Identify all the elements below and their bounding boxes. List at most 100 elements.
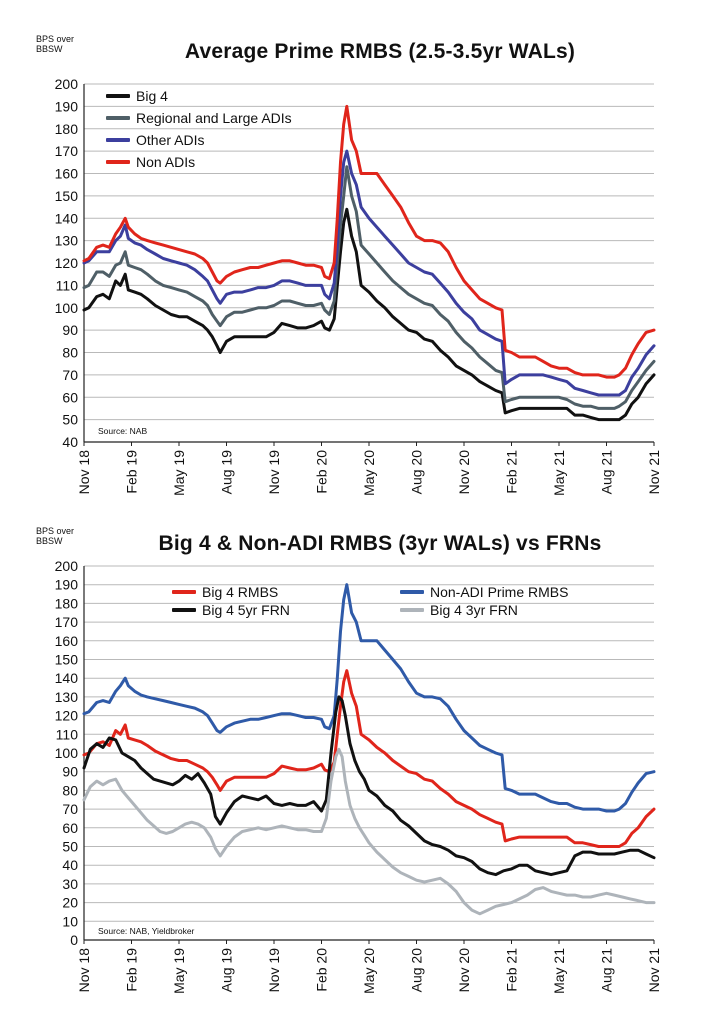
legend-swatch xyxy=(106,160,130,164)
series-line xyxy=(82,207,656,422)
legend-swatch xyxy=(106,116,130,120)
legend-item: Big 4 xyxy=(106,88,168,104)
x-tick-label: Nov 18 xyxy=(76,450,92,495)
y-tick-label: 100 xyxy=(55,745,79,761)
y-tick-label: 200 xyxy=(55,558,79,574)
y-tick-label: 110 xyxy=(56,277,79,293)
y-tick-label: 130 xyxy=(55,689,79,705)
y-tick-label: 0 xyxy=(70,932,78,948)
y-tick-label: 50 xyxy=(62,839,78,855)
x-tick-label: Nov 20 xyxy=(456,948,472,993)
y-tick-label: 160 xyxy=(55,633,79,649)
source-note: Source: NAB, Yieldbroker xyxy=(96,926,197,936)
legend-label: Non-ADI Prime RMBS xyxy=(430,584,569,600)
y-tick-label: 90 xyxy=(62,322,78,338)
x-tick-label: Feb 20 xyxy=(314,450,330,494)
series-line xyxy=(82,695,656,877)
y-tick-label: 150 xyxy=(55,188,79,204)
legend-item: Regional and Large ADIs xyxy=(106,110,292,126)
x-tick-label: Aug 21 xyxy=(599,450,615,495)
y-tick-label: 200 xyxy=(55,76,79,92)
legend-label: Big 4 xyxy=(136,88,168,104)
chart-title: Average Prime RMBS (2.5-3.5yr WALs) xyxy=(184,40,576,63)
legend-swatch xyxy=(106,94,130,98)
x-tick-label: Nov 19 xyxy=(266,450,282,495)
x-tick-label: May 19 xyxy=(171,948,187,994)
y-tick-label: 150 xyxy=(55,652,79,668)
y-tick-label: 70 xyxy=(62,801,78,817)
x-tick-label: Feb 20 xyxy=(314,948,330,992)
legend-item: Non ADIs xyxy=(106,154,195,170)
series-line xyxy=(82,149,656,397)
legend-label: Other ADIs xyxy=(136,132,205,148)
y-axis-title: BPS over BBSW xyxy=(36,526,75,546)
y-tick-label: 10 xyxy=(62,913,78,929)
x-tick-label: Feb 21 xyxy=(504,948,520,992)
y-tick-label: 100 xyxy=(55,300,79,316)
x-tick-label: Feb 19 xyxy=(124,948,140,992)
x-tick-label: Feb 19 xyxy=(124,450,140,494)
chart-canvas: 0 10 20 30 40 50 60 70 80 90 100 110 120 130 140 150 160… xyxy=(55,558,662,994)
x-tick-label: Aug 19 xyxy=(219,450,235,495)
y-tick-label: 30 xyxy=(62,876,78,892)
y-tick-label: 60 xyxy=(62,820,78,836)
y-tick-label: 50 xyxy=(62,412,78,428)
y-tick-label: 140 xyxy=(55,670,79,686)
chart-big4-nonadi-vs-frns: 0 10 20 30 40 50 60 70 80 90 100 110 120 130 140 150 160… xyxy=(0,512,707,1024)
legend-label: Big 4 RMBS xyxy=(202,584,279,600)
x-tick-label: Aug 19 xyxy=(219,948,235,993)
legend-item: Big 4 RMBS xyxy=(172,584,278,600)
y-tick-label: 90 xyxy=(62,764,78,780)
y-tick-label: 120 xyxy=(55,708,79,724)
x-tick-label: Nov 19 xyxy=(266,948,282,993)
y-tick-label: 190 xyxy=(55,98,79,114)
y-tick-label: 80 xyxy=(62,345,78,361)
legend-swatch xyxy=(172,590,196,594)
x-tick-label: Nov 21 xyxy=(646,948,662,993)
y-tick-label: 170 xyxy=(55,614,79,630)
y-tick-label: 170 xyxy=(55,143,79,159)
y-tick-label: 60 xyxy=(62,389,78,405)
y-axis-title: BPS over BBSW xyxy=(36,34,75,54)
legend-swatch xyxy=(106,138,130,142)
y-tick-label: 110 xyxy=(56,726,79,742)
y-tick-label: 40 xyxy=(62,857,78,873)
y-tick-label: 160 xyxy=(55,166,79,182)
y-tick-label: 180 xyxy=(55,121,79,137)
legend-label: Big 4 5yr FRN xyxy=(202,602,290,618)
x-tick-label: Aug 20 xyxy=(409,450,425,495)
chart-canvas: 40 50 60 70 80 90 100 110 120 130 140 150 160 170 180 1… xyxy=(55,76,662,496)
x-tick-label: Aug 21 xyxy=(599,948,615,993)
legend-label: Non ADIs xyxy=(136,154,196,170)
x-tick-label: Nov 21 xyxy=(646,450,662,495)
y-tick-label: 130 xyxy=(55,233,79,249)
legend-swatch xyxy=(400,608,424,612)
y-tick-label: 180 xyxy=(55,595,79,611)
legend-swatch xyxy=(172,608,196,612)
source-note: Source: NAB xyxy=(96,426,150,436)
series-line xyxy=(82,747,656,916)
legend-label: Regional and Large ADIs xyxy=(136,110,292,126)
x-tick-label: May 20 xyxy=(361,450,377,496)
y-tick-label: 190 xyxy=(55,577,79,593)
x-tick-label: Nov 18 xyxy=(76,948,92,993)
series-line xyxy=(82,669,656,848)
legend-item: Other ADIs xyxy=(106,132,204,148)
x-tick-label: May 21 xyxy=(551,948,567,994)
x-tick-label: May 19 xyxy=(171,450,187,496)
y-tick-label: 20 xyxy=(62,895,78,911)
legend-label: Big 4 3yr FRN xyxy=(430,602,518,618)
series-line xyxy=(82,583,656,813)
legend-item: Non-ADI Prime RMBS xyxy=(400,584,568,600)
y-tick-label: 70 xyxy=(62,367,78,383)
y-tick-label: 120 xyxy=(55,255,79,271)
y-tick-label: 40 xyxy=(62,434,78,450)
x-tick-label: Aug 20 xyxy=(409,948,425,993)
chart-title: Big 4 & Non-ADI RMBS (3yr WALs) vs FRNs xyxy=(158,532,602,555)
legend-item: Big 4 5yr FRN xyxy=(172,602,290,618)
x-tick-label: Nov 20 xyxy=(456,450,472,495)
y-tick-label: 140 xyxy=(55,210,79,226)
y-tick-label: 80 xyxy=(62,782,78,798)
chart-average-prime-rmbs: 40 50 60 70 80 90 100 110 120 130 140 150 160 170 180 1… xyxy=(36,34,662,496)
legend-swatch xyxy=(400,590,424,594)
